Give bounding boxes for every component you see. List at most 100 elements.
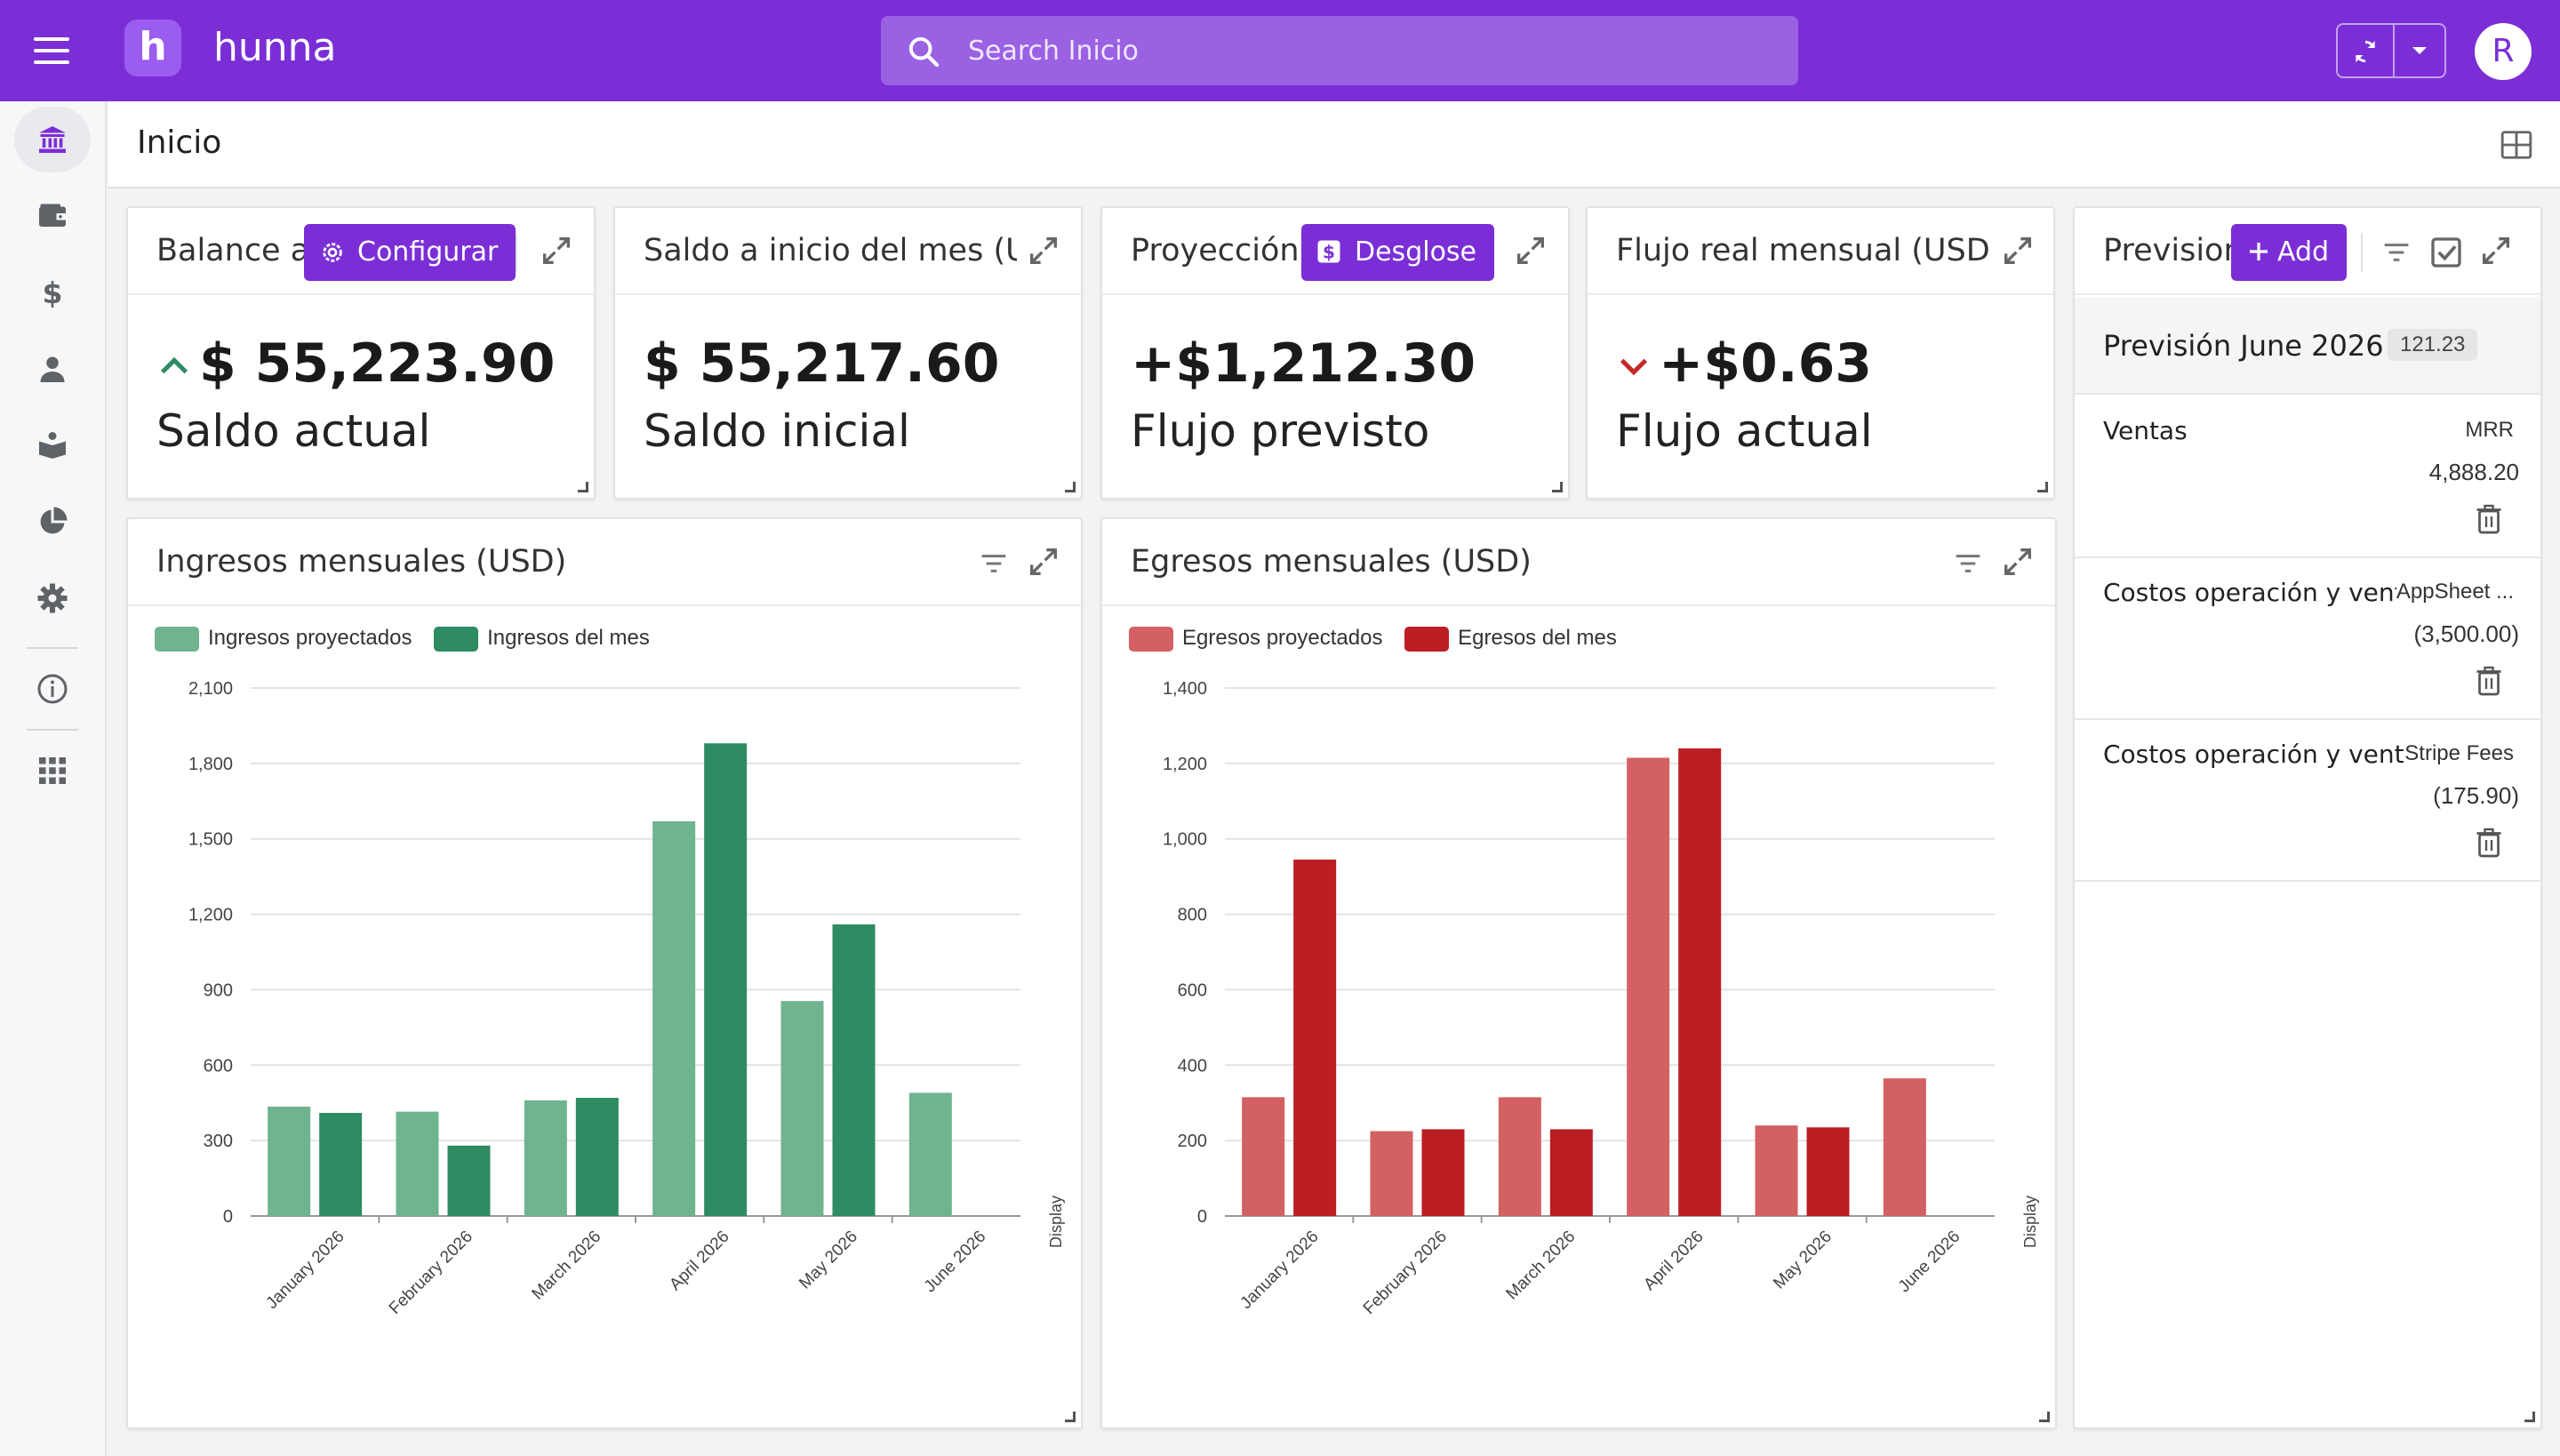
resize-handle[interactable]: [2039, 1412, 2050, 1422]
legend-item[interactable]: Ingresos del mes: [434, 626, 650, 652]
x-tick-label: January 2026: [262, 1228, 348, 1313]
resize-handle[interactable]: [1552, 482, 1563, 492]
expand-icon[interactable]: [1026, 233, 1061, 268]
prevision-group-total: 121.23: [2388, 329, 2478, 361]
add-button-label: Add: [2277, 236, 2330, 268]
sidebar: $: [0, 101, 107, 1456]
resize-handle[interactable]: [578, 482, 588, 492]
y-tick-label: 800: [1178, 906, 1207, 925]
expand-icon[interactable]: [2000, 233, 2036, 268]
y-tick-label: 0: [1197, 1207, 1207, 1227]
header-divider: [516, 233, 517, 272]
bar: [832, 924, 876, 1216]
sync-icon: [2356, 40, 2375, 63]
resize-handle[interactable]: [2037, 482, 2048, 492]
legend-item[interactable]: Egresos proyectados: [1129, 626, 1382, 652]
sidebar-item-wallet[interactable]: [14, 183, 91, 249]
filter-icon[interactable]: [1950, 546, 1986, 581]
wallet-icon: [39, 204, 66, 227]
breakdown-button-label: Desglose: [1355, 236, 1477, 268]
resize-handle[interactable]: [1065, 1412, 1076, 1422]
sidebar-item-people[interactable]: [14, 336, 91, 402]
prevision-group-header: Previsión June 2026 121.23: [2075, 297, 2540, 395]
filter-icon[interactable]: [2379, 235, 2414, 270]
legend-label: Ingresos del mes: [487, 626, 650, 650]
sidebar-item-settings[interactable]: [14, 565, 91, 631]
bar: [1627, 757, 1670, 1216]
card-header: Balance actual (USD) Configurar: [128, 208, 594, 295]
menu-icon[interactable]: [34, 37, 69, 64]
bar: [319, 1113, 363, 1216]
expand-icon[interactable]: [2478, 233, 2514, 268]
trash-icon[interactable]: [2473, 665, 2505, 697]
sync-dropdown-button[interactable]: [2395, 25, 2444, 76]
expand-icon[interactable]: [2000, 544, 2036, 580]
prevision-item[interactable]: Costos operación y ventas Stripe Fees (1…: [2075, 720, 2540, 882]
sidebar-item-bank[interactable]: [14, 107, 91, 172]
card-title: Proyección mensual (USD): [1131, 233, 1305, 268]
sync-button[interactable]: [2338, 25, 2393, 76]
prevision-item-amount: (175.90): [2433, 782, 2519, 809]
card-title: Flujo real mensual (USD): [1616, 233, 1989, 268]
bar: [652, 820, 696, 1216]
plus-icon: [2250, 243, 2268, 260]
bar: [1755, 1125, 1798, 1216]
expand-icon[interactable]: [539, 233, 574, 268]
bar: [1242, 1097, 1285, 1216]
sidebar-item-learning[interactable]: [14, 412, 91, 478]
expand-icon[interactable]: [1026, 544, 1061, 580]
person-icon: [40, 356, 65, 382]
top-bar: h hunna R: [0, 0, 2560, 101]
kpi-label: Flujo previsto: [1131, 405, 1430, 457]
card-title: Previsiones: [2103, 233, 2245, 268]
x-tick-label: April 2026: [666, 1228, 732, 1294]
header-divider: [2361, 233, 2363, 272]
legend-item[interactable]: Egresos del mes: [1404, 626, 1617, 652]
y-tick-label: 1,800: [188, 755, 233, 774]
trash-icon[interactable]: [2473, 827, 2505, 859]
x-tick-label: January 2026: [1236, 1228, 1322, 1313]
user-avatar[interactable]: R: [2475, 23, 2532, 80]
chart-legend: Egresos proyectados Egresos del mes: [1129, 626, 1633, 652]
search-input[interactable]: [968, 16, 1768, 85]
add-prevision-button[interactable]: Add: [2231, 224, 2348, 281]
breakdown-button[interactable]: $ Desglose: [1301, 224, 1495, 281]
legend-swatch: [1129, 626, 1173, 652]
ingresos-bar-chart: 0 300 600 900 1,200 1,500 1,800 2,100 January 20…: [188, 679, 1065, 1318]
kpi-value: $ 55,223.90: [156, 332, 555, 395]
gear-icon: [37, 583, 68, 613]
bar: [908, 1092, 952, 1216]
bar: [1370, 1131, 1413, 1216]
bar: [1498, 1097, 1541, 1216]
sidebar-item-apps[interactable]: [14, 738, 91, 804]
trash-icon[interactable]: [2473, 503, 2505, 535]
bank-icon: [39, 126, 66, 153]
sidebar-item-finance[interactable]: $: [14, 260, 91, 325]
filter-icon[interactable]: [976, 546, 1012, 581]
card-header: Saldo a inicio del mes (USD): [615, 208, 1081, 295]
y-tick-label: 900: [204, 980, 233, 1000]
bar: [1678, 748, 1722, 1216]
y-tick-label: 1,400: [1163, 679, 1207, 699]
prevision-item[interactable]: Ventas MRR 4,888.20: [2075, 396, 2540, 558]
resize-handle[interactable]: [1065, 482, 1076, 492]
prevision-item[interactable]: Costos operación y ventas AppSheet ... (…: [2075, 558, 2540, 720]
sidebar-item-reports[interactable]: [14, 489, 91, 555]
sidebar-item-info[interactable]: [14, 656, 91, 722]
resize-handle[interactable]: [2524, 1412, 2535, 1422]
chart-card-egresos: Egresos mensuales (USD) Egresos proyecta…: [1100, 517, 2057, 1429]
prevision-item-source: AppSheet ...: [2396, 580, 2514, 604]
gear-icon: [323, 243, 342, 262]
expand-icon[interactable]: [1513, 233, 1548, 268]
configure-button[interactable]: Configurar: [304, 224, 516, 281]
y-tick-label: 300: [204, 1132, 233, 1151]
kpi-label: Saldo actual: [156, 405, 431, 457]
y-tick-label: 400: [1178, 1056, 1207, 1076]
pie-chart-icon: [40, 507, 68, 534]
layout-grid-icon[interactable]: [2500, 128, 2533, 162]
legend-item[interactable]: Ingresos proyectados: [155, 626, 412, 652]
chart-card-ingresos: Ingresos mensuales (USD) Ingresos proyec…: [126, 517, 1083, 1429]
legend-label: Egresos proyectados: [1182, 626, 1383, 650]
checkbox-icon[interactable]: [2428, 235, 2464, 270]
bar: [447, 1145, 491, 1216]
